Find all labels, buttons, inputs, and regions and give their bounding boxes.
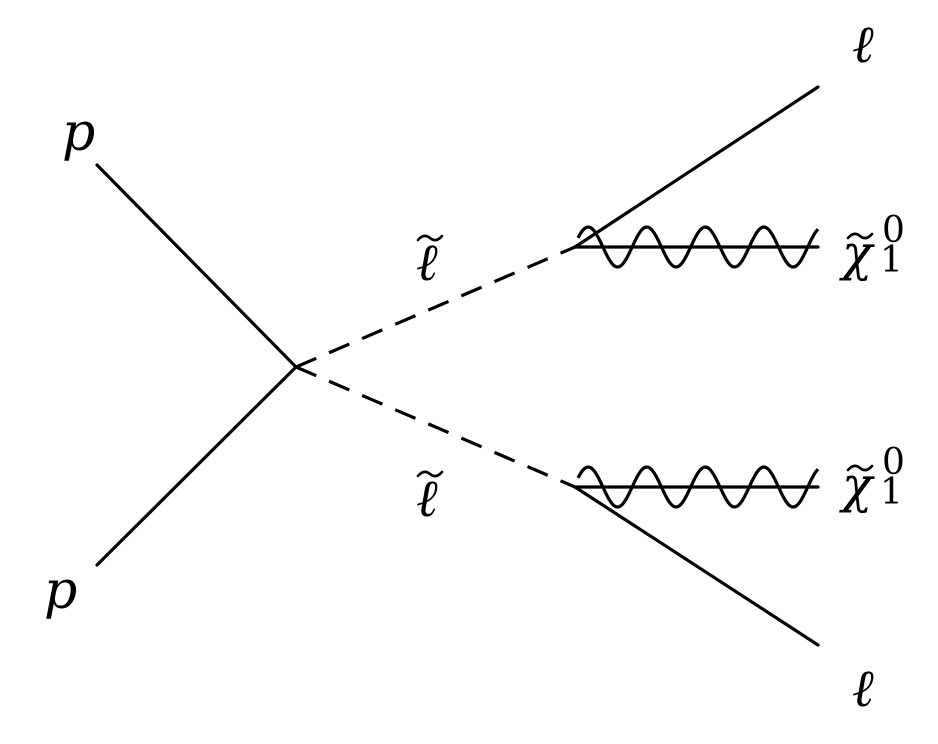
proton-line-top <box>95 163 298 369</box>
proton-line-bottom <box>95 365 298 567</box>
neutralino-label-bottom-group: χ 0 1 <box>839 442 905 514</box>
tilde-mark <box>846 464 874 472</box>
slepton-label-bottom-group: ℓ <box>416 469 444 529</box>
neutralino-subscript-bottom: 1 <box>880 472 903 513</box>
lepton-line-top <box>573 85 820 249</box>
neutralino-superscript-bottom: 0 <box>882 442 905 483</box>
tilde-mark <box>416 470 444 478</box>
neutralino-symbol-top: χ <box>839 224 875 282</box>
lepton-line-bottom <box>573 485 820 647</box>
tilde-mark <box>846 232 874 240</box>
neutralino-wave-bottom <box>576 465 820 509</box>
tilde-mark <box>416 234 444 242</box>
lepton-label-top: ℓ <box>852 15 874 75</box>
slepton-label-top: ℓ <box>416 233 438 293</box>
neutralino-superscript-top: 0 <box>882 210 905 251</box>
neutralino-label-top-group: χ 0 1 <box>839 210 905 282</box>
proton-label-top: p <box>62 103 95 163</box>
neutralino-subscript-top: 1 <box>880 240 903 281</box>
proton-label-bottom: p <box>44 561 77 621</box>
neutralino-wave-top <box>576 225 820 269</box>
neutralino-symbol-bottom: χ <box>839 456 875 514</box>
slepton-line-top <box>295 245 576 369</box>
lepton-label-bottom: ℓ <box>852 659 874 719</box>
slepton-line-bottom <box>295 365 576 489</box>
slepton-label-top-group: ℓ <box>416 233 444 293</box>
slepton-label-bottom: ℓ <box>416 469 438 529</box>
